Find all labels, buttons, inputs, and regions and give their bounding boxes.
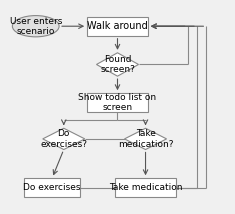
Text: Found
screen?: Found screen?: [100, 55, 135, 74]
Text: Show todo list on
screen: Show todo list on screen: [78, 93, 157, 112]
Text: Take
medication?: Take medication?: [118, 129, 173, 149]
Text: Do
exercises?: Do exercises?: [40, 129, 87, 149]
Ellipse shape: [12, 16, 59, 37]
Text: Walk around: Walk around: [87, 21, 148, 31]
Text: Do exercises: Do exercises: [23, 183, 81, 192]
Text: User enters
scenario: User enters scenario: [10, 16, 62, 36]
FancyBboxPatch shape: [87, 93, 148, 112]
Polygon shape: [97, 53, 138, 76]
Polygon shape: [43, 128, 85, 150]
FancyBboxPatch shape: [115, 178, 176, 197]
FancyBboxPatch shape: [87, 17, 148, 36]
Text: Take medication: Take medication: [109, 183, 182, 192]
Polygon shape: [125, 128, 167, 150]
FancyBboxPatch shape: [24, 178, 80, 197]
